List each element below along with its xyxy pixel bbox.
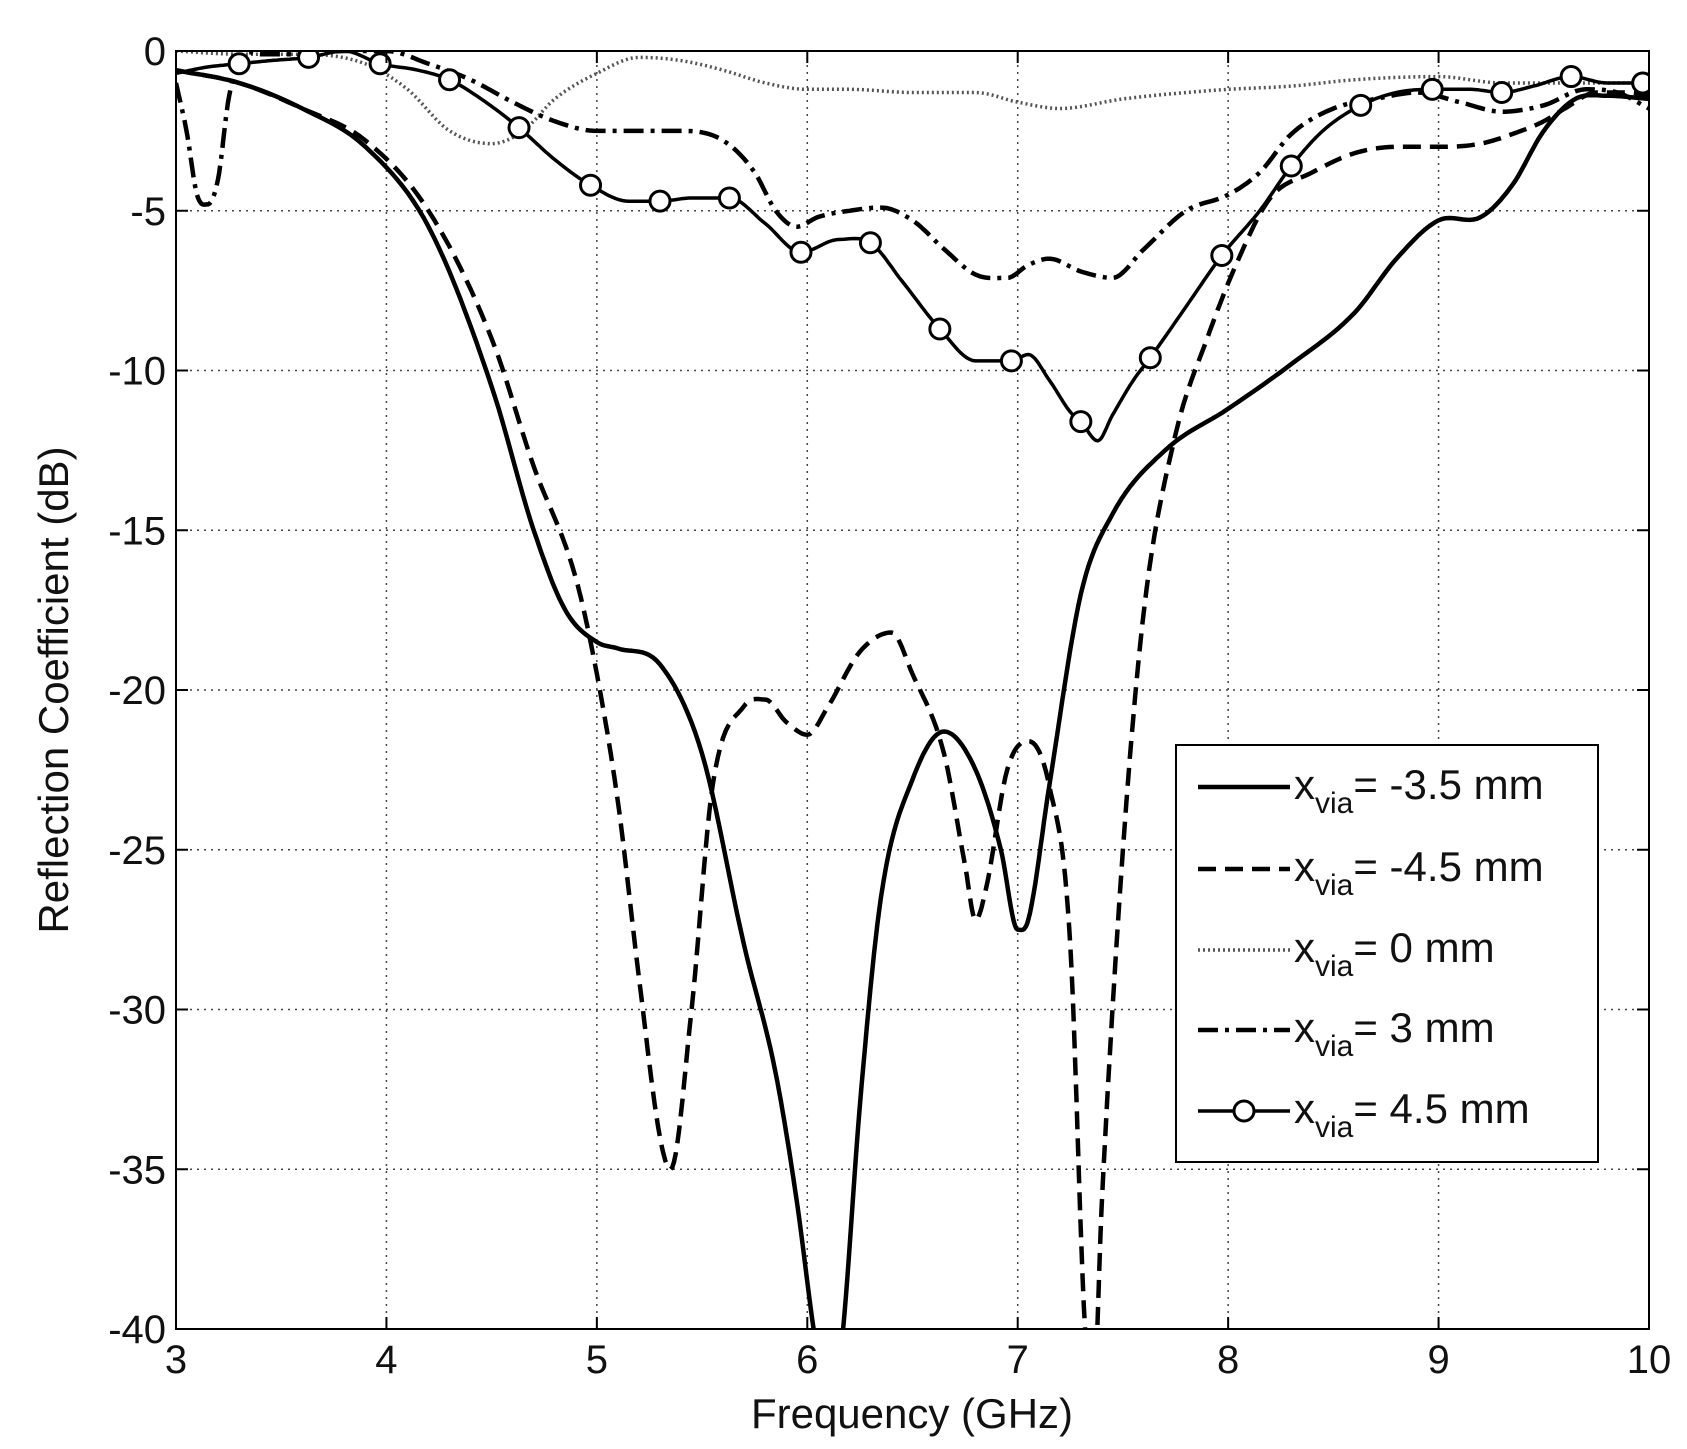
series-line-2: [176, 67, 1649, 1329]
axis-ticks: 3 4 5 6 7 8 9 10 0 -5 -10 -15 -20 -25 -30 -35 -40: [108, 30, 1671, 1382]
series-marker: [789, 240, 813, 264]
legend-label: xvia= 0 mm: [1294, 924, 1495, 983]
legend-label: xvia= 4.5 mm: [1294, 1085, 1530, 1144]
series-marker: [227, 52, 251, 76]
series-marker: [717, 186, 741, 210]
series-marker: [999, 349, 1023, 373]
x-tick-label: 9: [1427, 1338, 1449, 1382]
x-tick-label: 5: [586, 1338, 608, 1382]
x-axis-label: Frequency (GHz): [751, 1390, 1073, 1437]
y-tick-label: -20: [108, 669, 166, 713]
series-marker: [1069, 410, 1093, 434]
series-line-1: [176, 67, 1649, 1329]
series-marker: [1559, 65, 1583, 89]
legend-label: xvia= -4.5 mm: [1294, 843, 1544, 902]
y-tick-label: -10: [108, 350, 166, 394]
y-tick-label: -15: [108, 509, 166, 553]
series-line-3: [176, 51, 1649, 146]
series-marker: [507, 116, 531, 140]
x-tick-label: 10: [1627, 1338, 1672, 1382]
x-tick-label: 6: [796, 1338, 818, 1382]
series-marker: [297, 51, 321, 69]
legend-box: [1175, 744, 1599, 1163]
series-marker: [858, 231, 882, 255]
legend-label: xvia= -3.5 mm: [1294, 761, 1544, 820]
y-tick-label: -25: [108, 829, 166, 873]
series-line-4: [176, 51, 1649, 281]
y-tick-label: -35: [108, 1148, 166, 1192]
series-marker: [1210, 243, 1234, 267]
legend-marker: [1232, 1099, 1256, 1123]
y-axis-label: Reflection Coefficient (dB): [30, 446, 77, 933]
series-marker: [928, 317, 952, 341]
series-marker: [438, 68, 462, 92]
series-marker: [1490, 81, 1514, 105]
series-marker: [368, 52, 392, 76]
x-tick-label: 3: [165, 1338, 187, 1382]
series-marker: [648, 189, 672, 213]
legend: xvia= -3.5 mm xvia= -4.5 mm xvia= 0 mm xvia…: [1175, 744, 1599, 1163]
y-tick-label: -30: [108, 989, 166, 1033]
series-marker: [1279, 154, 1303, 178]
y-tick-label: -5: [130, 190, 166, 234]
series-marker: [579, 173, 603, 197]
series-marker: [1138, 346, 1162, 370]
series-marker: [1420, 77, 1444, 101]
series-group: [176, 51, 1649, 1329]
y-tick-label: 0: [144, 30, 166, 74]
x-tick-label: 4: [375, 1338, 397, 1382]
x-tick-label: 7: [1007, 1338, 1029, 1382]
legend-label: xvia= 3 mm: [1294, 1004, 1495, 1063]
x-tick-label: 8: [1217, 1338, 1239, 1382]
y-tick-label: -40: [108, 1308, 166, 1352]
series-marker: [1349, 93, 1373, 117]
series-marker: [1631, 71, 1649, 95]
